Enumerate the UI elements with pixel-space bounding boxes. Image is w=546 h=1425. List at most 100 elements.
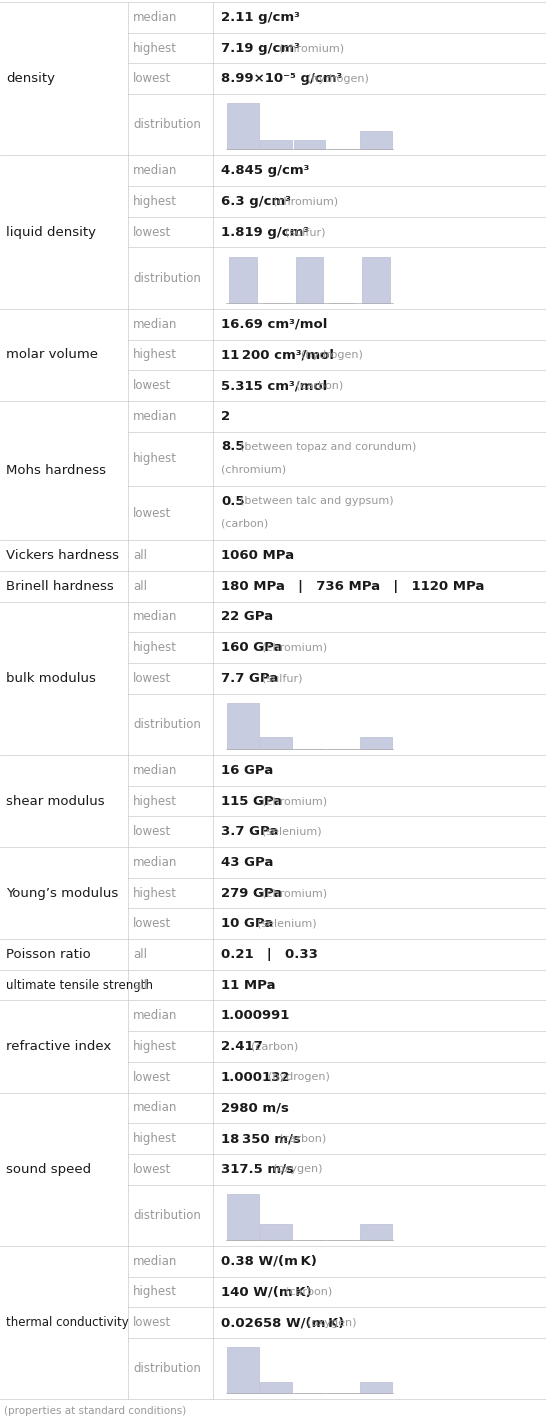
Text: (carbon): (carbon)	[284, 1287, 332, 1297]
Text: 2: 2	[221, 410, 230, 423]
Text: (oxygen): (oxygen)	[307, 1318, 357, 1328]
Text: (selenium): (selenium)	[257, 919, 316, 929]
Text: Young’s modulus: Young’s modulus	[6, 886, 118, 899]
Text: 0.38 W/(m K): 0.38 W/(m K)	[221, 1255, 317, 1268]
Bar	[360, 1382, 392, 1394]
Text: (properties at standard conditions): (properties at standard conditions)	[4, 1406, 186, 1416]
Text: 6.3 g/cm³: 6.3 g/cm³	[221, 195, 291, 208]
Text: 8.99×10⁻⁵ g/cm³: 8.99×10⁻⁵ g/cm³	[221, 73, 342, 86]
Text: highest: highest	[133, 886, 177, 899]
Text: 11 MPa: 11 MPa	[221, 979, 275, 992]
Text: 18 350 m/s: 18 350 m/s	[221, 1131, 301, 1146]
Text: lowest: lowest	[133, 73, 171, 86]
Text: 2.417: 2.417	[221, 1040, 263, 1053]
Text: median: median	[133, 764, 177, 777]
Text: distribution: distribution	[133, 1362, 201, 1375]
Text: all: all	[133, 948, 147, 960]
Text: (between topaz and corundum): (between topaz and corundum)	[240, 442, 417, 452]
Bar	[227, 703, 259, 750]
Text: distribution: distribution	[133, 118, 201, 131]
Text: median: median	[133, 1102, 177, 1114]
Text: median: median	[133, 610, 177, 623]
Bar	[229, 256, 257, 302]
Text: 43 GPa: 43 GPa	[221, 856, 274, 869]
Text: (oxygen): (oxygen)	[274, 1164, 323, 1174]
Text: refractive index: refractive index	[6, 1040, 111, 1053]
Text: highest: highest	[133, 348, 177, 362]
Text: 140 W/(m K): 140 W/(m K)	[221, 1285, 312, 1298]
Text: lowest: lowest	[133, 825, 171, 838]
Text: (selenium): (selenium)	[262, 826, 322, 836]
Text: median: median	[133, 164, 177, 177]
Text: ultimate tensile strength: ultimate tensile strength	[6, 979, 153, 992]
Text: 16 GPa: 16 GPa	[221, 764, 273, 777]
Bar	[260, 140, 292, 150]
Text: 2.11 g/cm³: 2.11 g/cm³	[221, 11, 300, 24]
Text: 0.5: 0.5	[221, 494, 245, 507]
Bar	[227, 103, 259, 150]
Text: 1.819 g/cm³: 1.819 g/cm³	[221, 225, 309, 238]
Bar	[360, 1224, 392, 1240]
Text: bulk modulus: bulk modulus	[6, 671, 96, 685]
Text: 279 GPa: 279 GPa	[221, 886, 282, 899]
Bar	[260, 737, 292, 750]
Bar	[296, 256, 323, 302]
Text: all: all	[133, 580, 147, 593]
Text: shear modulus: shear modulus	[6, 795, 105, 808]
Bar	[260, 1224, 292, 1240]
Text: highest: highest	[133, 452, 177, 465]
Text: density: density	[6, 73, 55, 86]
Text: lowest: lowest	[133, 1070, 171, 1083]
Text: 7.19 g/cm³: 7.19 g/cm³	[221, 41, 300, 54]
Text: (hydrogen): (hydrogen)	[301, 351, 363, 361]
Bar	[227, 1194, 259, 1240]
Text: median: median	[133, 856, 177, 869]
Text: median: median	[133, 410, 177, 423]
Bar	[294, 140, 325, 150]
Text: Brinell hardness: Brinell hardness	[6, 580, 114, 593]
Text: (carbon): (carbon)	[251, 1042, 298, 1052]
Text: Mohs hardness: Mohs hardness	[6, 465, 106, 477]
Text: (chromium): (chromium)	[262, 797, 327, 807]
Bar	[360, 131, 392, 150]
Text: Poisson ratio: Poisson ratio	[6, 948, 91, 960]
Text: (between talc and gypsum): (between talc and gypsum)	[240, 496, 394, 506]
Text: sound speed: sound speed	[6, 1163, 91, 1176]
Text: highest: highest	[133, 1131, 177, 1146]
Text: molar volume: molar volume	[6, 348, 98, 362]
Text: 115 GPa: 115 GPa	[221, 795, 282, 808]
Text: highest: highest	[133, 1285, 177, 1298]
Text: thermal conductivity: thermal conductivity	[6, 1317, 129, 1330]
Text: median: median	[133, 11, 177, 24]
Text: 0.21 | 0.33: 0.21 | 0.33	[221, 948, 318, 960]
Text: highest: highest	[133, 41, 177, 54]
Text: 8.5: 8.5	[221, 440, 245, 453]
Text: (chromium): (chromium)	[279, 43, 344, 53]
Text: lowest: lowest	[133, 918, 171, 931]
Text: lowest: lowest	[133, 506, 171, 520]
Text: distribution: distribution	[133, 272, 201, 285]
Text: all: all	[133, 979, 147, 992]
Text: (chromium): (chromium)	[262, 643, 327, 653]
Text: 7.7 GPa: 7.7 GPa	[221, 671, 278, 685]
Text: median: median	[133, 1009, 177, 1022]
Text: 1.000991: 1.000991	[221, 1009, 290, 1022]
Text: 1060 MPa: 1060 MPa	[221, 549, 294, 561]
Text: lowest: lowest	[133, 1163, 171, 1176]
Text: 3.7 GPa: 3.7 GPa	[221, 825, 278, 838]
Text: lowest: lowest	[133, 379, 171, 392]
Text: 160 GPa: 160 GPa	[221, 641, 282, 654]
Text: highest: highest	[133, 641, 177, 654]
Text: median: median	[133, 318, 177, 331]
Text: 0.02658 W/(m K): 0.02658 W/(m K)	[221, 1317, 345, 1330]
Text: 317.5 m/s: 317.5 m/s	[221, 1163, 294, 1176]
Text: 4.845 g/cm³: 4.845 g/cm³	[221, 164, 310, 177]
Text: 2980 m/s: 2980 m/s	[221, 1102, 289, 1114]
Bar	[260, 1382, 292, 1394]
Text: 16.69 cm³/mol: 16.69 cm³/mol	[221, 318, 327, 331]
Text: lowest: lowest	[133, 1317, 171, 1330]
Text: highest: highest	[133, 1040, 177, 1053]
Text: median: median	[133, 1255, 177, 1268]
Text: (hydrogen): (hydrogen)	[307, 74, 369, 84]
Text: liquid density: liquid density	[6, 225, 96, 238]
